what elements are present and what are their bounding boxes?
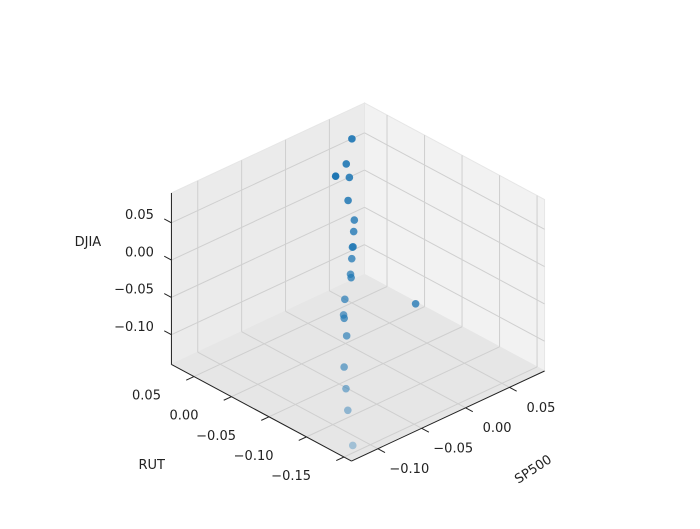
x-tick-label: 0.00 bbox=[483, 421, 512, 436]
point bbox=[350, 216, 359, 224]
point bbox=[411, 299, 420, 308]
x-tick-label: 0.05 bbox=[526, 401, 555, 416]
point bbox=[341, 295, 349, 304]
y-tick-label: −0.10 bbox=[234, 449, 274, 464]
x-axis-label: SP500 bbox=[512, 452, 554, 487]
z-tick-label: 0.05 bbox=[125, 208, 154, 223]
tick-mark bbox=[421, 427, 430, 433]
point bbox=[349, 243, 357, 251]
y-tick-label: −0.15 bbox=[271, 469, 311, 484]
x-tick-label: −0.10 bbox=[389, 462, 429, 477]
point bbox=[342, 160, 351, 168]
point bbox=[331, 172, 340, 181]
tick-mark bbox=[163, 218, 172, 224]
grid-line bbox=[171, 244, 365, 336]
tick-mark bbox=[223, 396, 232, 401]
tick-mark bbox=[336, 456, 345, 462]
tick-mark bbox=[509, 386, 517, 392]
z-tick-label: 0.00 bbox=[125, 245, 154, 260]
grid-line bbox=[364, 206, 545, 305]
tick-mark bbox=[163, 293, 172, 298]
grid-line bbox=[285, 310, 466, 409]
point bbox=[348, 135, 356, 143]
grid-line bbox=[197, 351, 379, 450]
grid-line bbox=[364, 244, 545, 342]
grid-line bbox=[268, 326, 463, 418]
grid-line bbox=[171, 132, 365, 224]
y-tick-label: −0.05 bbox=[196, 429, 236, 444]
x-tick-label: −0.05 bbox=[433, 442, 473, 457]
tick-mark bbox=[163, 330, 172, 336]
x-axis bbox=[351, 370, 545, 462]
grid-line bbox=[171, 169, 365, 261]
point bbox=[344, 406, 352, 415]
z-axis-label: DJIA bbox=[75, 235, 102, 250]
grid-line bbox=[306, 346, 500, 438]
tick-mark bbox=[465, 407, 474, 413]
z-tick-label: −0.10 bbox=[114, 320, 154, 335]
point bbox=[342, 384, 350, 393]
point bbox=[340, 314, 348, 323]
y-axis bbox=[171, 364, 352, 462]
z-tick-label: −0.05 bbox=[114, 283, 154, 298]
y-tick-label: 0.00 bbox=[170, 409, 199, 424]
grid-line bbox=[364, 169, 545, 268]
grid-line bbox=[193, 286, 388, 377]
point bbox=[344, 196, 352, 205]
y-axis-label: RUT bbox=[138, 458, 165, 473]
point bbox=[347, 273, 355, 282]
point bbox=[342, 332, 351, 340]
grid-line bbox=[364, 132, 545, 230]
tick-mark bbox=[377, 448, 386, 454]
tick-mark bbox=[298, 436, 307, 441]
point bbox=[345, 173, 354, 182]
grid-line bbox=[231, 306, 425, 398]
grid-line bbox=[343, 366, 538, 458]
tick-mark bbox=[261, 416, 270, 421]
tick-mark bbox=[186, 376, 195, 381]
grid-line bbox=[329, 290, 510, 388]
grid-line bbox=[171, 206, 365, 298]
point bbox=[347, 254, 356, 263]
point bbox=[348, 441, 357, 450]
tick-mark bbox=[163, 255, 172, 261]
y-tick-label: 0.05 bbox=[132, 389, 161, 404]
point bbox=[340, 363, 348, 371]
point bbox=[349, 227, 358, 236]
grid-line bbox=[241, 331, 422, 429]
